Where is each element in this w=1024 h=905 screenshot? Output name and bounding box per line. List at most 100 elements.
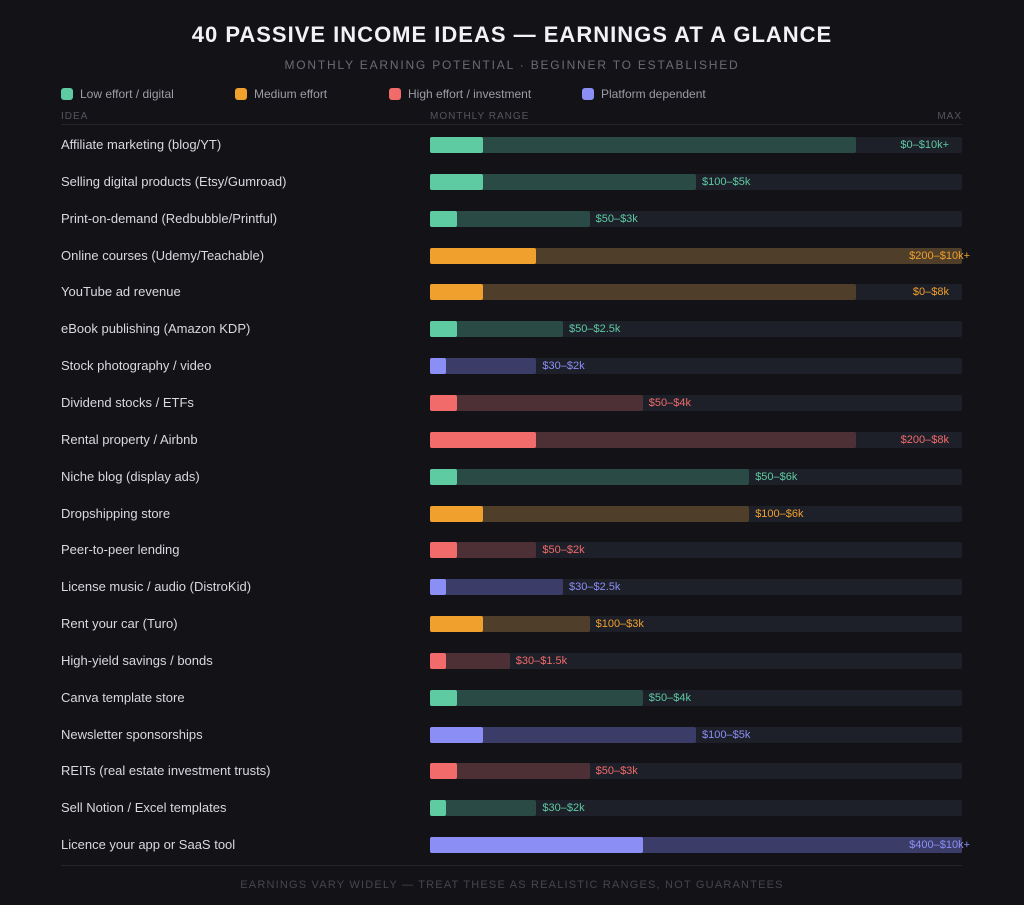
column-header-max: MAX (937, 111, 962, 122)
range-value-label: $0–$10k+ (900, 139, 949, 151)
established-range-bar (430, 690, 643, 706)
beginner-bar (430, 616, 484, 632)
established-range-bar (430, 432, 856, 448)
beginner-bar (430, 248, 537, 264)
idea-label: Print-on-demand (Redbubble/Printful) (61, 211, 278, 226)
range-value-label: $50–$3k (595, 765, 638, 777)
beginner-bar (430, 506, 484, 522)
bar-track: $30–$1.5k (430, 653, 962, 669)
established-range-bar (430, 506, 750, 522)
range-value-label: $30–$1.5k (515, 655, 568, 667)
beginner-bar (430, 211, 457, 227)
established-range-bar (430, 579, 563, 595)
column-header-range: MONTHLY RANGE (430, 111, 530, 122)
legend-swatch (61, 88, 73, 100)
established-range-bar (430, 211, 590, 227)
range-value-label: $100–$3k (595, 618, 644, 630)
beginner-bar (430, 321, 457, 337)
bar-track: $0–$8k (430, 284, 962, 300)
established-range-bar (430, 248, 962, 264)
bar-track: $50–$3k (430, 211, 962, 227)
legend-item-platform: Platform dependent (582, 87, 706, 101)
range-value-label: $400–$10k+ (909, 839, 970, 851)
established-range-bar (430, 469, 750, 485)
beginner-bar (430, 690, 457, 706)
idea-label: Rent your car (Turo) (61, 616, 178, 631)
legend-label: Platform dependent (601, 87, 706, 101)
legend-item-low: Low effort / digital (61, 87, 174, 101)
legend-swatch (389, 88, 401, 100)
bar-track: $0–$10k+ (430, 137, 962, 153)
bar-track: $100–$5k (430, 727, 962, 743)
established-range-bar (430, 727, 696, 743)
bar-track: $30–$2.5k (430, 579, 962, 595)
established-range-bar (430, 321, 563, 337)
established-range-bar (430, 800, 537, 816)
header-divider (61, 124, 962, 125)
beginner-bar (430, 284, 484, 300)
idea-label: Dropshipping store (61, 506, 171, 521)
idea-label: License music / audio (DistroKid) (61, 579, 252, 594)
established-range-bar (430, 174, 696, 190)
idea-label: Newsletter sponsorships (61, 727, 203, 742)
established-range-bar (430, 653, 510, 669)
range-value-label: $50–$4k (648, 397, 692, 409)
idea-label: Online courses (Udemy/Teachable) (61, 248, 265, 263)
bar-track: $100–$6k (430, 506, 962, 522)
idea-label: Affiliate marketing (blog/YT) (61, 137, 222, 152)
bar-track: $30–$2k (430, 358, 962, 374)
legend-swatch (235, 88, 247, 100)
bar-track: $200–$10k+ (430, 248, 970, 264)
chart-footer: EARNINGS VARY WIDELY — TREAT THESE AS RE… (240, 879, 784, 891)
legend-item-medium: Medium effort (235, 87, 327, 101)
established-range-bar (430, 395, 643, 411)
range-value-label: $50–$3k (595, 213, 638, 225)
bar-track: $50–$4k (430, 395, 962, 411)
beginner-bar (430, 137, 484, 153)
beginner-bar (430, 174, 484, 190)
bar-track: $50–$2.5k (430, 321, 962, 337)
range-value-label: $50–$2.5k (569, 323, 621, 335)
established-range-bar (430, 284, 856, 300)
legend-swatch (582, 88, 594, 100)
range-value-label: $100–$5k (702, 176, 751, 188)
beginner-bar (430, 800, 446, 816)
bar-track: $50–$4k (430, 690, 962, 706)
bar-track: $100–$3k (430, 616, 962, 632)
idea-label: REITs (real estate investment trusts) (61, 763, 271, 778)
range-value-label: $200–$8k (900, 434, 949, 446)
range-value-label: $0–$8k (912, 286, 949, 298)
range-value-label: $100–$6k (755, 508, 804, 520)
idea-label: Peer-to-peer lending (61, 542, 180, 557)
range-value-label: $200–$10k+ (909, 250, 970, 262)
range-value-label: $30–$2.5k (569, 581, 621, 593)
established-range-bar (430, 763, 590, 779)
beginner-bar (430, 358, 446, 374)
idea-label: eBook publishing (Amazon KDP) (61, 321, 251, 336)
idea-label: Rental property / Airbnb (61, 432, 198, 447)
legend-label: High effort / investment (408, 87, 532, 101)
chart-subtitle: MONTHLY EARNING POTENTIAL · BEGINNER TO … (284, 58, 740, 72)
bar-track: $50–$2k (430, 542, 962, 558)
range-value-label: $50–$6k (755, 471, 798, 483)
beginner-bar (430, 542, 457, 558)
column-header-idea: IDEA (61, 111, 89, 122)
beginner-bar (430, 653, 446, 669)
beginner-bar (430, 579, 446, 595)
range-value-label: $50–$4k (648, 692, 692, 704)
legend-item-high: High effort / investment (389, 87, 531, 101)
idea-label: Niche blog (display ads) (61, 469, 200, 484)
idea-label: High-yield savings / bonds (61, 653, 213, 668)
bar-track: $50–$6k (430, 469, 962, 485)
legend-label: Low effort / digital (80, 87, 174, 101)
chart-title: 40 PASSIVE INCOME IDEAS — EARNINGS AT A … (191, 22, 833, 47)
range-value-label: $30–$2k (542, 802, 585, 814)
idea-label: Dividend stocks / ETFs (61, 395, 194, 410)
beginner-bar (430, 763, 457, 779)
bar-track: $30–$2k (430, 800, 962, 816)
legend: Low effort / digital Medium effort High ef… (61, 87, 961, 103)
idea-label: Canva template store (61, 690, 185, 705)
beginner-bar (430, 469, 457, 485)
beginner-bar (430, 395, 457, 411)
